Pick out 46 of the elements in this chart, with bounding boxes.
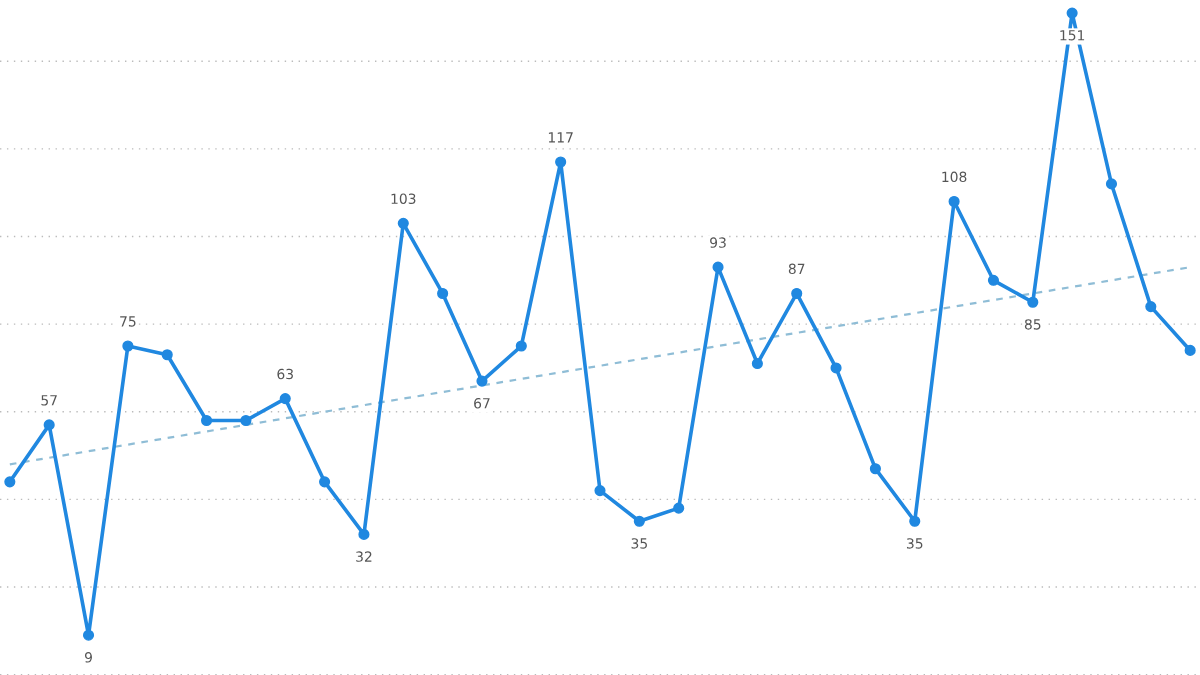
point <box>948 195 960 208</box>
data-label: 117 <box>548 132 573 143</box>
data-label: 75 <box>120 316 136 327</box>
point <box>791 287 803 300</box>
data-label: 67 <box>474 397 490 409</box>
point <box>1066 7 1078 19</box>
point <box>4 476 16 488</box>
data-label: 87 <box>788 263 805 275</box>
point <box>319 476 331 488</box>
point <box>751 357 763 370</box>
data-label: 57 <box>41 395 57 406</box>
point <box>555 156 567 168</box>
point <box>1105 178 1118 190</box>
data-label: 85 <box>1024 319 1041 330</box>
point <box>830 362 842 374</box>
data-label: 63 <box>277 368 293 380</box>
point <box>673 502 685 514</box>
point <box>987 274 999 286</box>
point <box>82 629 95 641</box>
point <box>712 261 724 273</box>
point <box>358 528 370 540</box>
point <box>397 217 409 229</box>
point <box>476 375 488 387</box>
point <box>161 349 173 361</box>
point <box>633 515 645 527</box>
point <box>240 414 252 427</box>
point <box>594 485 606 497</box>
point <box>437 287 449 300</box>
data-label: 35 <box>631 538 647 549</box>
point <box>43 419 55 431</box>
data-label: 151 <box>1060 30 1085 41</box>
data-label: 32 <box>356 551 372 562</box>
point <box>279 393 291 405</box>
data-label: 93 <box>710 237 726 248</box>
point <box>1145 301 1157 313</box>
point <box>122 340 134 352</box>
point <box>201 414 213 427</box>
point <box>909 515 921 527</box>
data-label: 103 <box>391 193 416 204</box>
data-label: 9 <box>84 652 92 663</box>
data-label: 108 <box>942 171 967 183</box>
point <box>869 463 881 475</box>
point <box>515 340 527 352</box>
data-label: 35 <box>906 538 923 549</box>
point <box>1027 296 1039 308</box>
point <box>1184 344 1196 356</box>
